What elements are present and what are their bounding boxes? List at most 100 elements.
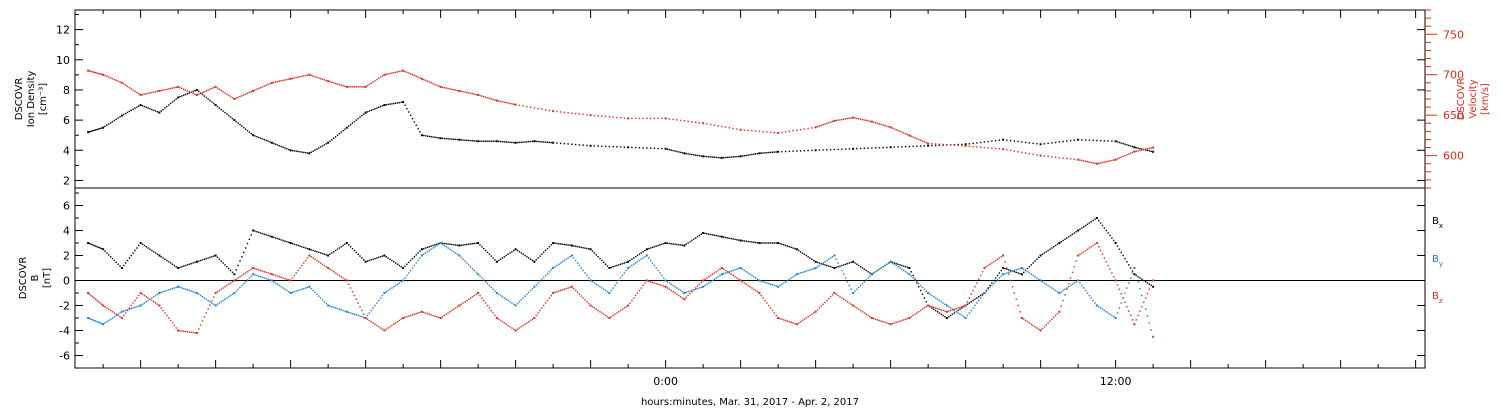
ion-density-trace-dot bbox=[822, 149, 824, 151]
velocity-trace-dot bbox=[687, 120, 689, 123]
bz-point bbox=[664, 285, 667, 288]
by-trace-dot bbox=[329, 305, 331, 307]
velocity-trace-dot bbox=[691, 121, 693, 123]
by-trace-dot bbox=[1075, 281, 1077, 283]
bz-trace-dot bbox=[1013, 292, 1016, 294]
bz-trace-dot bbox=[1034, 326, 1036, 328]
velocity-point bbox=[1095, 162, 1098, 165]
bz-trace-dot bbox=[717, 269, 719, 272]
velocity-point bbox=[964, 144, 967, 147]
bx-trace-dot bbox=[730, 237, 732, 240]
by-point bbox=[1133, 267, 1136, 269]
bx-point bbox=[139, 242, 142, 244]
bx-trace-dot bbox=[713, 234, 716, 236]
bz-trace-dot bbox=[151, 299, 153, 302]
bz-trace-dot bbox=[668, 288, 671, 290]
bz-trace-dot bbox=[411, 314, 414, 316]
bz-trace-dot bbox=[989, 263, 991, 265]
velocity-point bbox=[252, 89, 255, 92]
by-trace-dot bbox=[113, 316, 116, 318]
by-trace-dot bbox=[764, 281, 766, 284]
velocity-trace-dot bbox=[306, 74, 309, 76]
by-trace-dot bbox=[244, 281, 247, 283]
by-point bbox=[458, 254, 461, 257]
bz-trace-dot bbox=[537, 312, 539, 314]
by-point bbox=[233, 292, 236, 294]
by-trace-dot bbox=[936, 298, 939, 300]
bx-trace-dot bbox=[826, 264, 828, 267]
bx-trace-dot bbox=[756, 242, 759, 244]
bz-point bbox=[233, 279, 236, 282]
bx-trace-dot bbox=[94, 245, 97, 247]
ion-density-trace-dot bbox=[479, 140, 481, 142]
bx-trace-dot bbox=[423, 247, 425, 250]
velocity-trace-dot bbox=[895, 129, 897, 131]
bx-trace-dot bbox=[741, 240, 744, 242]
ion-density-trace-dot bbox=[466, 139, 468, 142]
bx-trace-dot bbox=[621, 262, 624, 265]
bz-trace-dot bbox=[807, 316, 809, 318]
ion-density-trace-dot bbox=[882, 146, 884, 149]
ion-density-trace-dot bbox=[376, 107, 378, 109]
bz-trace-dot bbox=[143, 294, 146, 297]
bz-trace-dot bbox=[91, 296, 94, 298]
bz-trace-dot bbox=[466, 299, 468, 302]
bx-trace-dot bbox=[996, 274, 999, 277]
ion-density-trace-dot bbox=[597, 145, 599, 147]
velocity-trace-dot bbox=[239, 95, 241, 98]
velocity-trace-dot bbox=[743, 129, 746, 131]
bz-trace-dot bbox=[544, 302, 547, 304]
by-point bbox=[439, 242, 442, 244]
bz-trace-dot bbox=[893, 322, 896, 324]
by-trace-dot bbox=[153, 296, 155, 298]
bx-trace-dot bbox=[235, 269, 237, 271]
by-trace-dot bbox=[451, 249, 453, 252]
bz-point bbox=[983, 267, 986, 269]
bz-trace-dot bbox=[113, 312, 116, 314]
bx-trace-dot bbox=[948, 316, 950, 318]
by-trace-dot bbox=[1026, 271, 1029, 273]
bx-point bbox=[1077, 229, 1080, 232]
bz-trace-dot bbox=[678, 294, 680, 297]
by-point bbox=[720, 273, 723, 276]
velocity-trace-dot bbox=[123, 83, 125, 85]
bx-trace-dot bbox=[723, 236, 725, 238]
by-trace-dot bbox=[859, 284, 862, 287]
bz-trace-dot bbox=[119, 316, 121, 318]
bz-trace-dot bbox=[443, 314, 446, 317]
bz-trace-dot bbox=[1032, 324, 1034, 327]
by-trace-dot bbox=[974, 304, 976, 307]
bx-trace-dot bbox=[505, 254, 507, 257]
by-trace-dot bbox=[93, 319, 95, 322]
by-trace-dot bbox=[529, 289, 532, 292]
by-trace-dot bbox=[207, 299, 209, 302]
ion-density-trace-dot bbox=[359, 116, 361, 118]
bz-trace-dot bbox=[229, 282, 232, 284]
velocity-trace-dot bbox=[378, 77, 380, 80]
bz-trace-dot bbox=[618, 311, 620, 313]
ion-density-trace-dot bbox=[676, 150, 678, 153]
velocity-trace-dot bbox=[211, 87, 213, 90]
velocity-trace-dot bbox=[186, 90, 189, 92]
velocity-trace-dot bbox=[241, 95, 243, 97]
ion-density-trace-dot bbox=[460, 139, 462, 141]
bx-trace-dot bbox=[1084, 224, 1087, 227]
ion-density-trace-dot bbox=[563, 142, 566, 145]
velocity-trace-dot bbox=[423, 78, 425, 81]
bx-trace-dot bbox=[841, 264, 843, 267]
velocity-trace-dot bbox=[492, 98, 494, 101]
bx-trace-dot bbox=[323, 253, 326, 255]
velocity-trace-dot bbox=[134, 90, 136, 93]
bz-trace-dot bbox=[603, 313, 605, 315]
ion-density-point bbox=[214, 104, 217, 107]
velocity-trace-dot bbox=[348, 86, 350, 88]
bx-trace-dot bbox=[574, 245, 577, 247]
by-trace-dot bbox=[539, 280, 541, 282]
by-trace-dot bbox=[265, 277, 267, 280]
by-trace-dot bbox=[732, 269, 734, 272]
by-trace-dot bbox=[844, 277, 847, 279]
velocity-trace-dot bbox=[513, 103, 515, 105]
ion-density-trace-dot bbox=[792, 150, 794, 152]
by-trace-dot bbox=[828, 258, 830, 260]
bz-trace-dot bbox=[730, 273, 732, 275]
